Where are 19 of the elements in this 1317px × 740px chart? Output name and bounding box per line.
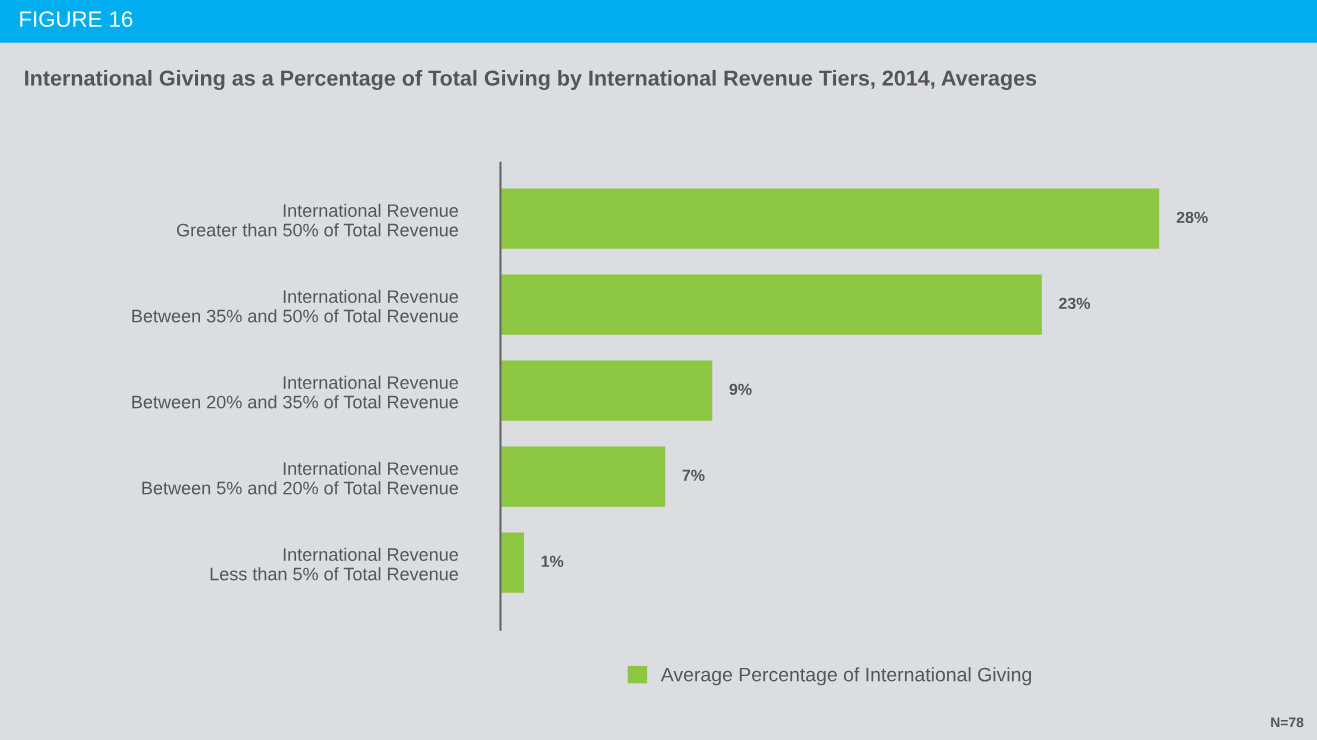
y-tick-label: International Revenue Between 5% and 20% of Total Revenue bbox=[142, 461, 459, 495]
data-label: 23% bbox=[1059, 297, 1091, 309]
data-label: 9% bbox=[729, 383, 752, 395]
text: N=78 bbox=[1271, 717, 1304, 728]
y-tick-label: International Revenue Greater than 50% of Total Revenue bbox=[177, 203, 459, 237]
bar bbox=[500, 360, 713, 421]
y-tick-label: International Revenue Between 35% and 50% of Total Revenue bbox=[132, 289, 459, 323]
data-label: 7% bbox=[682, 469, 705, 481]
data-label: 28% bbox=[1176, 211, 1208, 223]
y-tick-label: International Revenue Less than 5% of Total Revenue bbox=[210, 547, 459, 581]
bar bbox=[500, 274, 1042, 335]
bar bbox=[500, 446, 666, 507]
y-tick-label: International Revenue Between 20% and 35% of Total Revenue bbox=[132, 375, 459, 409]
caption: FIGURE 16 bbox=[20, 11, 133, 27]
legend-label: Average Percentage of International Giving bbox=[660, 667, 1032, 686]
chart-title: International Giving as a Percentage of Total Giving by International Revenue Tiers, 2014, Averages bbox=[25, 69, 1037, 91]
bar bbox=[500, 188, 1160, 249]
data-label: 1% bbox=[541, 555, 564, 567]
bar bbox=[500, 532, 524, 593]
